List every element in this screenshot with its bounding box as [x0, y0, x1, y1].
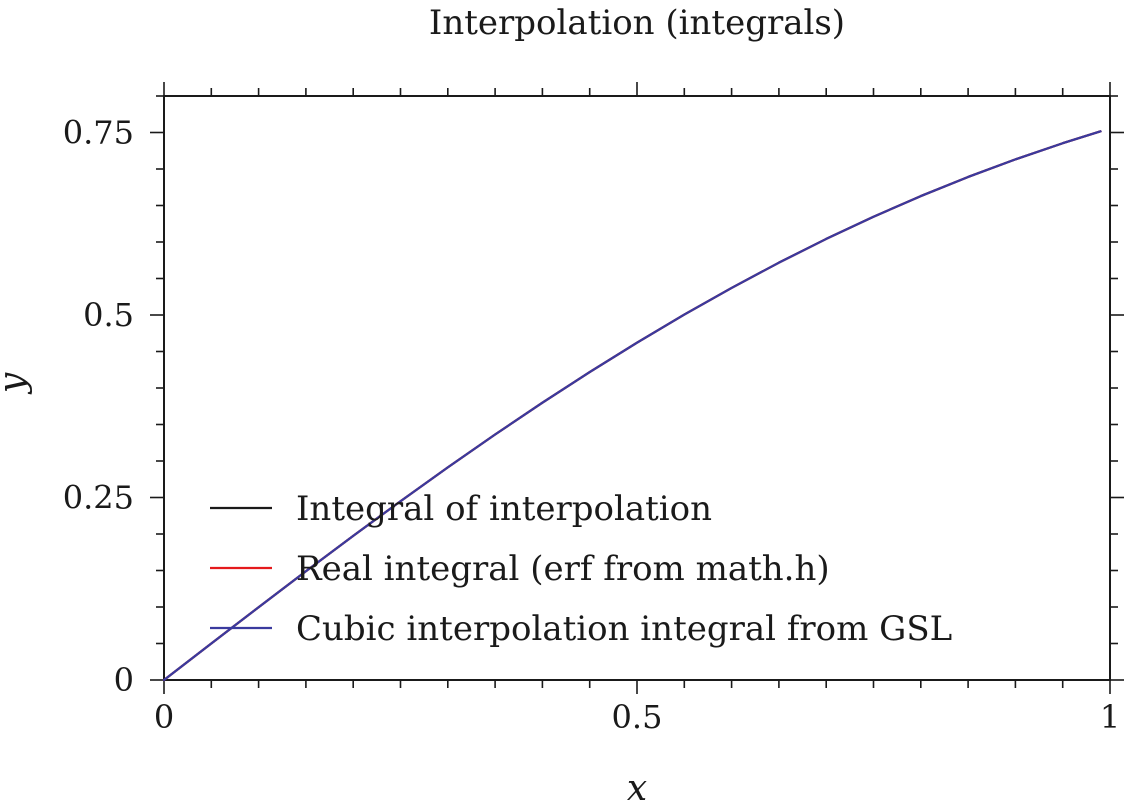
legend-label-1: Integral of interpolation — [296, 489, 712, 529]
x-tick-label: 0 — [154, 698, 174, 736]
chart-title: Interpolation (integrals) — [429, 3, 845, 43]
series-line-1 — [162, 130, 1102, 682]
x-tick-label: 0.5 — [612, 698, 663, 736]
x-tick-label: 1 — [1100, 698, 1120, 736]
series-line-3 — [162, 130, 1102, 682]
y-tick-label: 0.5 — [83, 296, 134, 334]
y-tick-label: 0.25 — [63, 479, 134, 517]
y-tick-label: 0.75 — [63, 114, 134, 152]
plot-frame — [163, 95, 1111, 681]
series-line-2 — [162, 130, 1102, 682]
legend-label-3: Cubic interpolation integral from GSL — [296, 609, 952, 649]
y-axis-label: y — [0, 372, 33, 395]
y-tick-label: 0 — [114, 661, 134, 699]
legend-label-2: Real integral (erf from math.h) — [296, 549, 830, 589]
x-axis-label: x — [627, 768, 647, 804]
